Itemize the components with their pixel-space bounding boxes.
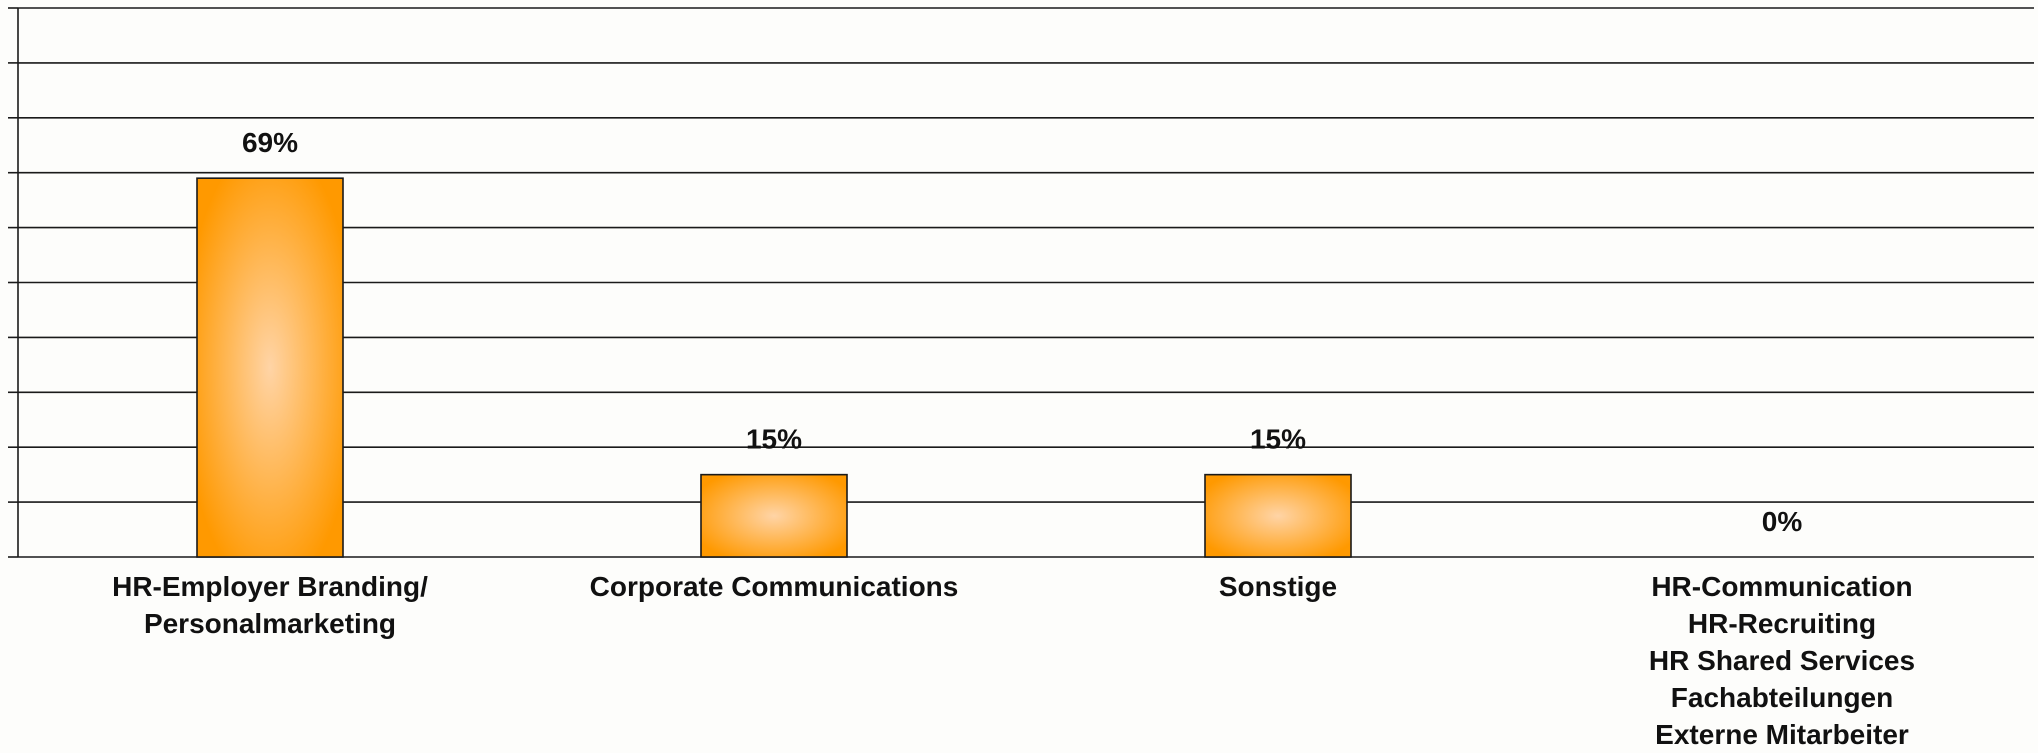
category-label: HR-Communication HR-Recruiting HR Shared S…	[1530, 568, 2034, 753]
category-label: Corporate Communications	[522, 568, 1026, 605]
category-label-line: Fachabteilungen	[1670, 682, 1894, 713]
bar	[1204, 473, 1352, 558]
category-label-line: Externe Mitarbeiter	[1655, 719, 1909, 750]
data-label: 69%	[242, 127, 298, 158]
category-label-line: HR Shared Services	[1648, 645, 1916, 676]
category-label-line: HR-Recruiting	[1687, 608, 1877, 639]
data-label: 15%	[1250, 424, 1306, 455]
category-label-line: Corporate Communications	[589, 571, 959, 602]
category-label-line: Personalmarketing	[143, 608, 397, 639]
grid-lines	[8, 7, 2034, 558]
data-label: 15%	[746, 424, 802, 455]
data-label: 0%	[1762, 506, 1803, 537]
category-label-line: Sonstige	[1218, 571, 1338, 602]
category-label-line: HR-Employer Branding/	[112, 571, 428, 602]
bar	[196, 177, 344, 558]
data-labels: 69% 15% 15% 0%	[242, 127, 1802, 537]
bar	[700, 473, 848, 558]
category-label-line: HR-Communication	[1651, 571, 1913, 602]
category-label: HR-Employer Branding/Personalmarketing	[18, 568, 522, 642]
category-label: Sonstige	[1026, 568, 1530, 605]
bars	[196, 177, 1352, 558]
